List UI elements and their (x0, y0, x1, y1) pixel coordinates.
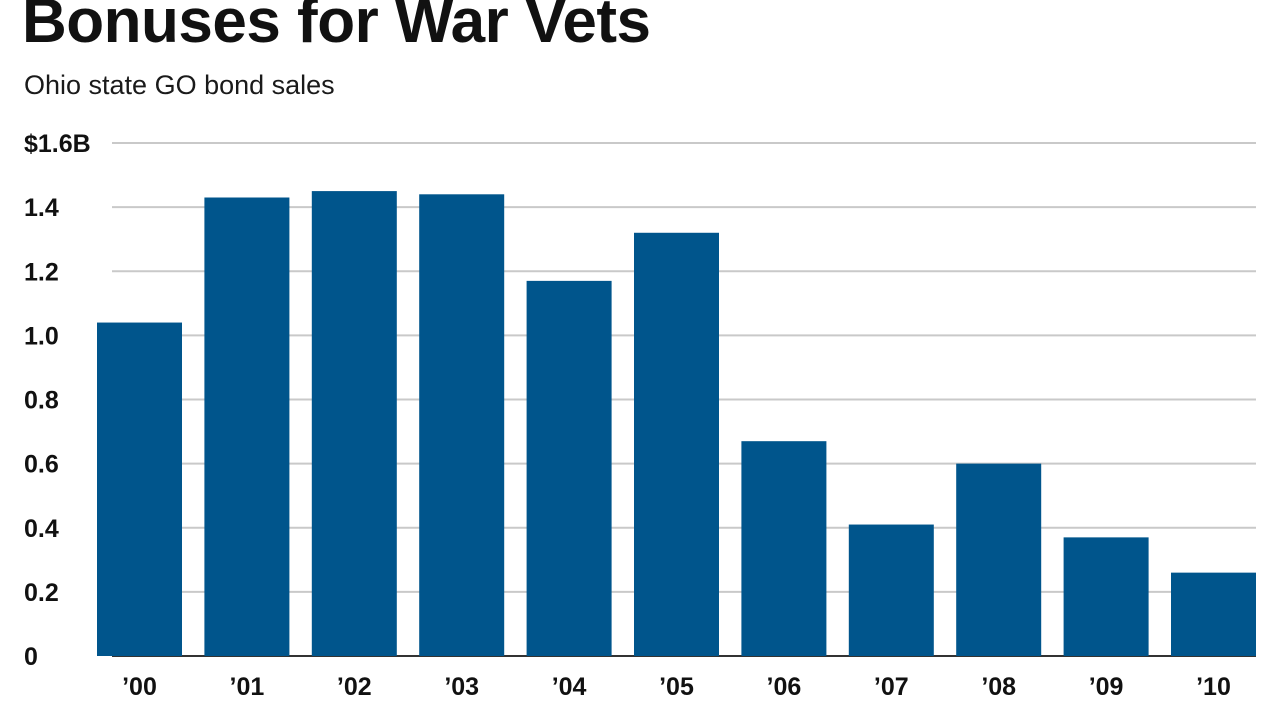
chart-subtitle: Ohio state GO bond sales (24, 70, 335, 100)
x-tick-label: ’04 (552, 673, 587, 701)
bar-4 (526, 280, 612, 656)
y-tick-label: 0 (24, 643, 38, 671)
bar-3 (419, 194, 505, 657)
bar-1 (204, 197, 290, 656)
y-tick-label: 0.6 (24, 451, 59, 479)
bar-6 (741, 441, 827, 656)
x-tick-label: ’05 (659, 673, 694, 701)
y-tick-label: 0.2 (24, 579, 59, 607)
x-tick-label: ’01 (230, 673, 265, 701)
bar-9 (1063, 537, 1149, 656)
y-tick-label: 1.0 (24, 322, 59, 350)
bar-2 (311, 191, 397, 656)
x-tick-label: ’09 (1089, 673, 1124, 701)
x-tick-label: ’06 (767, 673, 802, 701)
y-tick-label: 1.4 (24, 194, 59, 222)
bar-0 (97, 322, 182, 656)
bars (97, 191, 1256, 657)
bar-10 (1171, 572, 1256, 656)
y-tick-label: 0.4 (24, 515, 59, 543)
x-tick-label: ’03 (444, 673, 479, 701)
bar-8 (956, 463, 1042, 656)
x-tick-label: ’02 (337, 673, 372, 701)
x-tick-label: ’07 (874, 673, 909, 701)
x-tick-label: ’00 (122, 673, 157, 701)
chart-title: Bonuses for War Vets (22, 0, 651, 56)
x-tick-label: ’08 (981, 673, 1016, 701)
x-axis-ticks: ’00 ’01 ’02 ’03 ’04 ’05 ’06 ’07 ’08 ’09 ’10 (122, 673, 1231, 701)
y-tick-label: $1.6B (24, 130, 91, 158)
bar-7 (848, 524, 934, 656)
bar-5 (634, 232, 719, 656)
y-tick-label: 1.2 (24, 258, 59, 286)
x-tick-label: ’10 (1196, 673, 1231, 701)
y-axis-ticks: 0 0.2 0.4 0.6 0.8 1.0 1.2 1.4 $1.6B (24, 130, 91, 671)
y-tick-label: 0.8 (24, 387, 59, 415)
